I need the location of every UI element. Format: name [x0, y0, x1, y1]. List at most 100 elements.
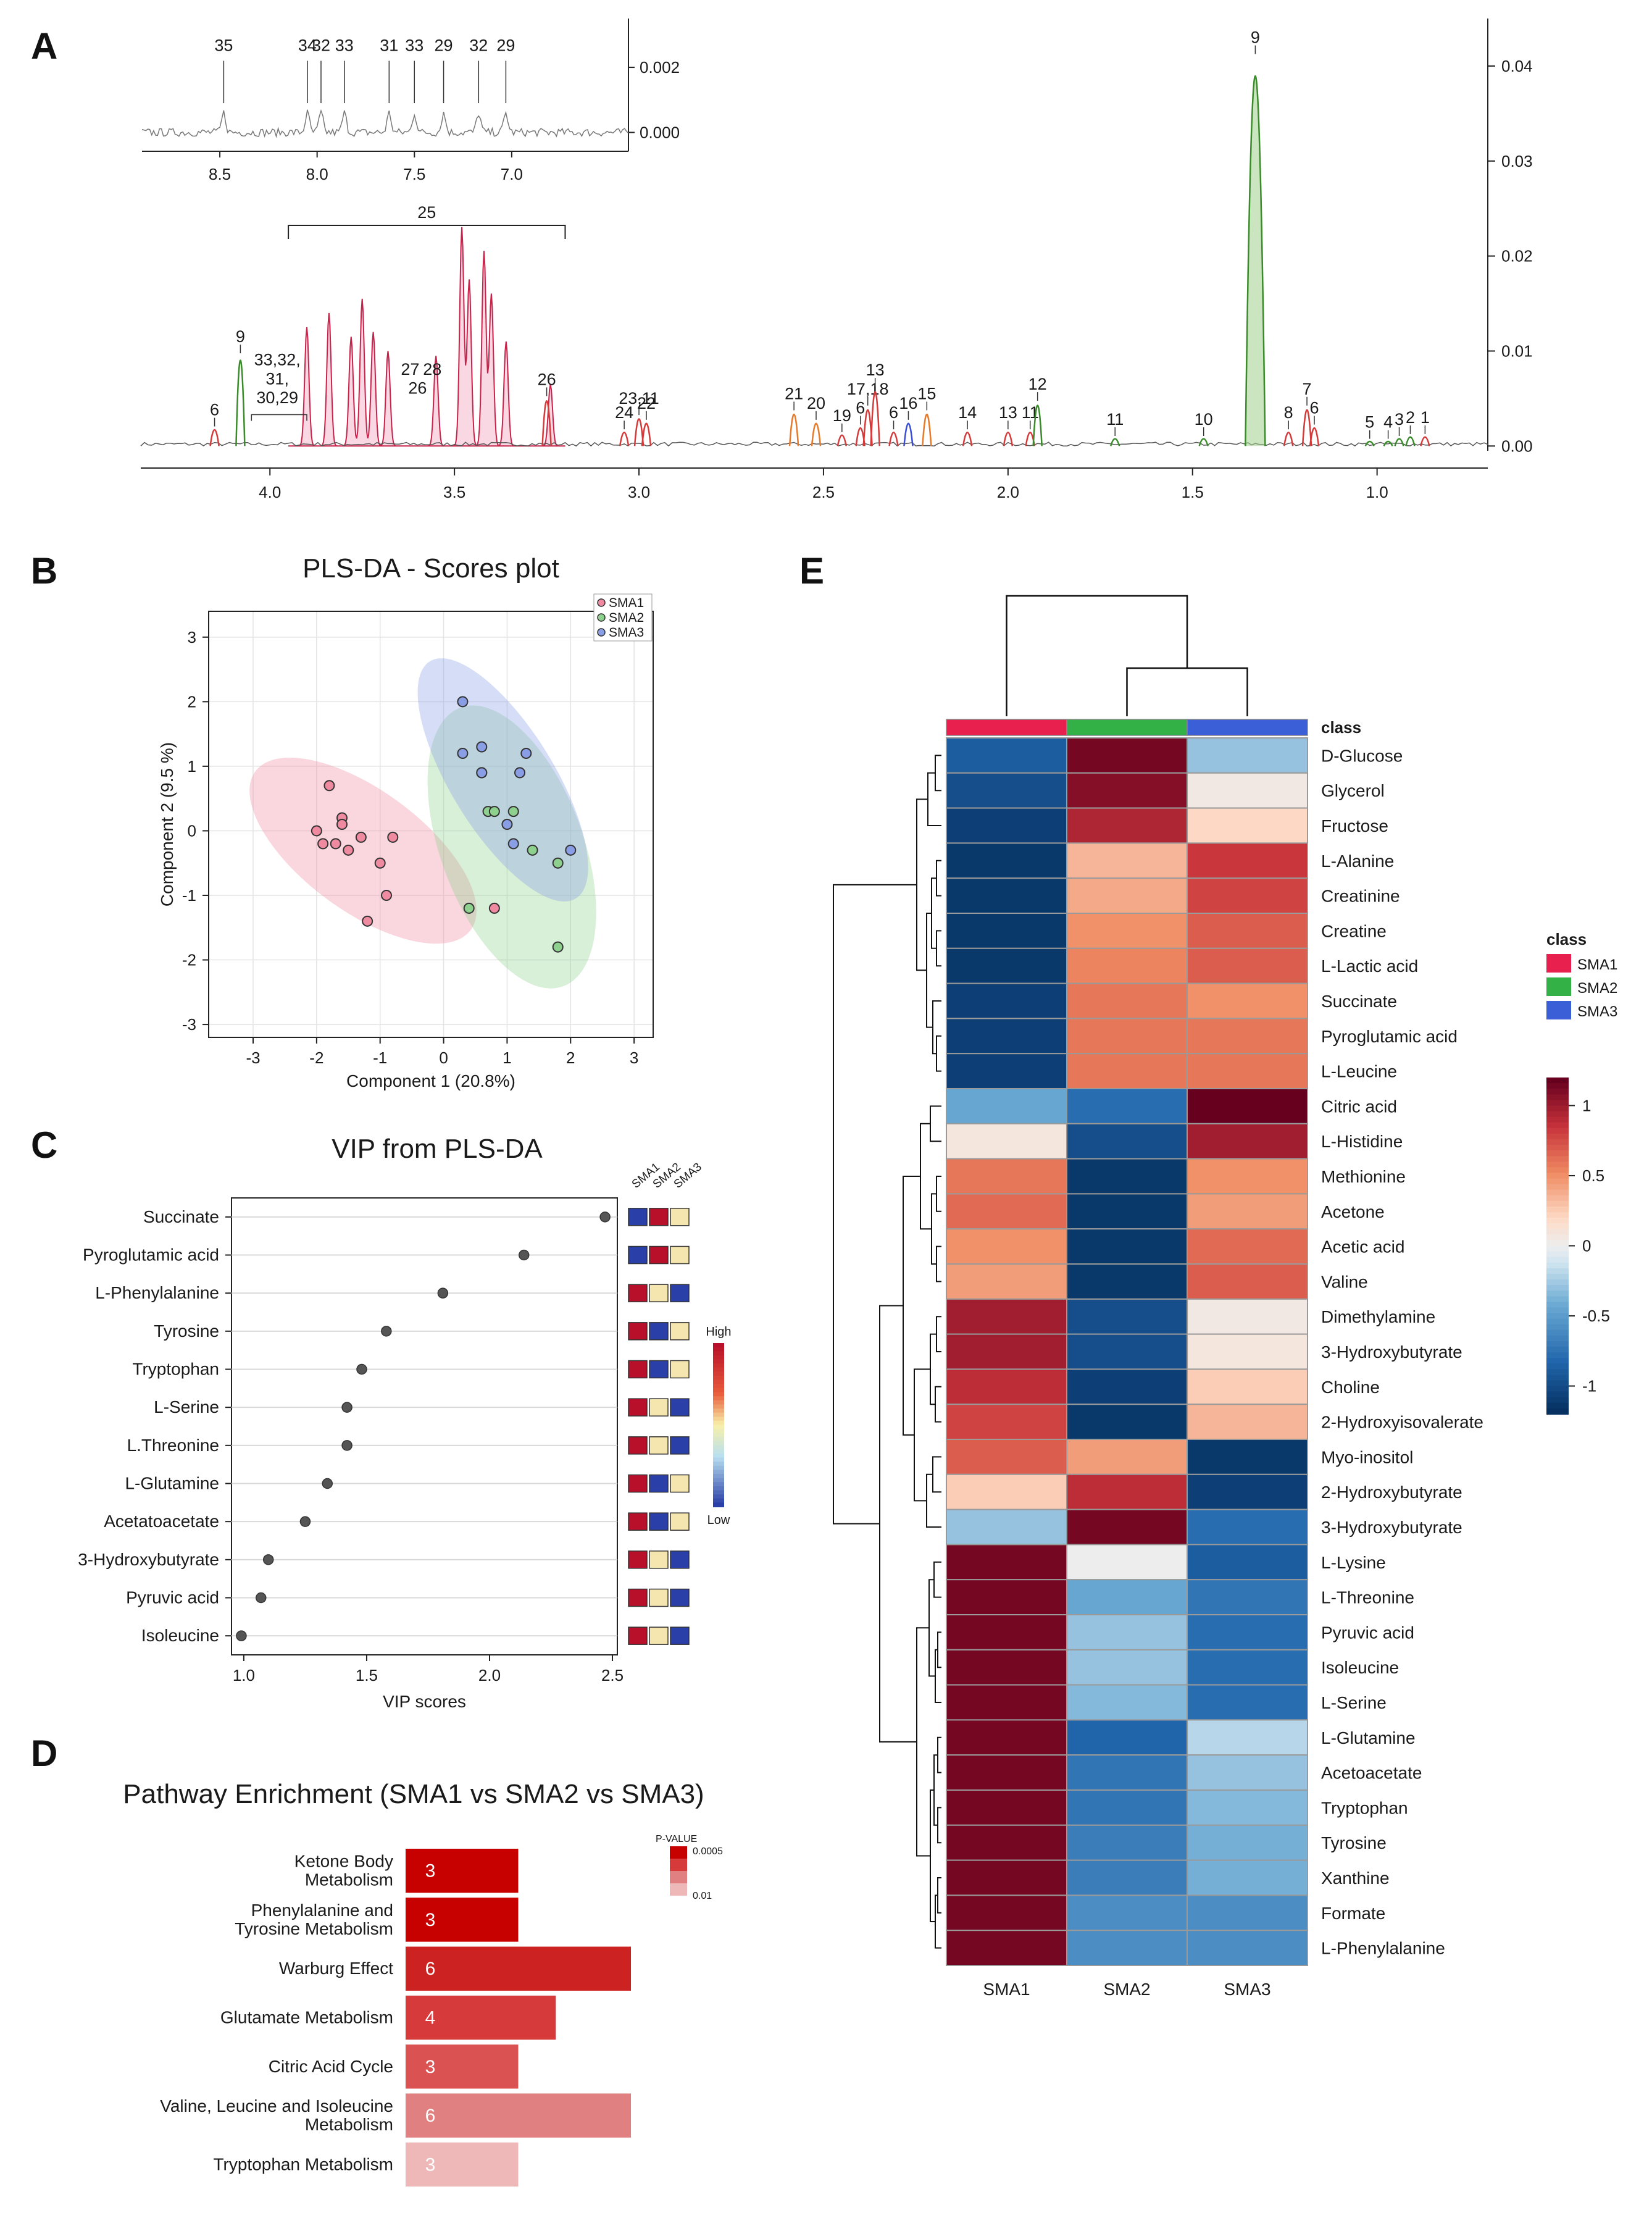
peak-label: 7 [1303, 380, 1312, 398]
heatmap-cell [1187, 1123, 1308, 1160]
peak-label: 9 [1251, 28, 1260, 47]
spectrum-peak [1301, 409, 1312, 446]
peak-label: 17,18 [847, 380, 889, 398]
gradient-step [713, 1396, 724, 1401]
y-tick-label: 0.03 [1501, 152, 1533, 170]
score-point-sma3 [501, 819, 513, 830]
spectrum-peak [619, 432, 630, 446]
metabolite-label: L-Serine [154, 1397, 219, 1417]
gradient-high-label: High [706, 1325, 731, 1339]
score-point-sma2 [552, 941, 564, 953]
y-tick-label: -3 [182, 1015, 196, 1034]
metabolite-label: L-Phenylalanine [95, 1283, 219, 1302]
colorbar-step [1546, 1078, 1569, 1084]
x-tick-label: -2 [309, 1048, 323, 1067]
group-level-cell [628, 1626, 648, 1645]
colorbar-step [1546, 1195, 1569, 1202]
gradient-step [713, 1400, 724, 1405]
spectrum-peak [788, 413, 799, 446]
score-point-sma3 [514, 767, 525, 779]
panel-label-e: E [799, 550, 824, 592]
row-label: L-Alanine [1321, 852, 1394, 871]
gradient-step [713, 1478, 724, 1483]
heatmap-cell [1066, 1088, 1188, 1124]
colorbar-step [1546, 1173, 1569, 1179]
heatmap-cell [946, 1228, 1067, 1265]
peak-label: 14 [958, 403, 977, 422]
heatmap-cell [1187, 1158, 1308, 1195]
region-25-label: 25 [417, 203, 436, 222]
heatmap-cell [1187, 1754, 1308, 1791]
heatmap-cell [1066, 1193, 1188, 1230]
score-point-sma1 [330, 838, 341, 850]
heatmap-cell [946, 842, 1067, 879]
pathway-bar [406, 1995, 556, 2040]
colorbar-step [1546, 1189, 1569, 1196]
heatmap-cell [1066, 1263, 1188, 1300]
spectrum-peak [1110, 438, 1120, 446]
metabolite-label: Succinate [143, 1207, 219, 1226]
heatmap-cell [1187, 1018, 1308, 1055]
colorbar-step [1546, 1128, 1569, 1134]
group-level-cell [649, 1208, 669, 1226]
peak-group-label: 28 [423, 360, 441, 379]
colorbar-step [1546, 1139, 1569, 1145]
colorbar-step [1546, 1397, 1569, 1404]
gradient-step [713, 1486, 724, 1491]
pathway-label: Metabolism [305, 1870, 393, 1889]
row-label: Dimethylamine [1321, 1307, 1435, 1326]
row-dendrogram-branch [833, 884, 917, 1525]
colorbar-step [1546, 1262, 1569, 1269]
colorbar-step [1546, 1307, 1569, 1314]
heatmap-cell [946, 982, 1067, 1019]
colorbar-step [1546, 1200, 1569, 1207]
nmr-spectrum-panel: 0.00 0.01 0.02 0.03 0.04 4.0 3.5 3.0 2.5 2.0 1.5 1.… [140, 19, 1533, 501]
colorbar-step [1546, 1206, 1569, 1213]
inset-peak-label: 29 [435, 36, 453, 55]
heatmap-cell [1187, 1684, 1308, 1721]
y-tick-label: 0.00 [1501, 437, 1533, 455]
group-level-cell [649, 1588, 669, 1607]
y-tick-label: 1 [188, 757, 196, 776]
spectrum-peak [209, 429, 220, 446]
score-point-sma1 [311, 825, 322, 837]
confidence-ellipse-sma1 [249, 758, 477, 944]
x-tick-label: -3 [246, 1048, 260, 1067]
gradient-step [713, 1462, 724, 1467]
row-label: L-Lysine [1321, 1553, 1386, 1572]
inset-x-tick-label: 8.0 [306, 165, 328, 183]
bar-value-label: 3 [425, 2154, 436, 2175]
inset-peak-label: 35 [214, 36, 233, 55]
heatmap-cell [946, 1473, 1067, 1510]
peak-label: 11 [1106, 410, 1124, 429]
pathway-bar [406, 2142, 519, 2187]
pvalue-legend-tick: 0.0005 [693, 1846, 723, 1857]
row-dendrogram-branch [937, 1736, 941, 1773]
colorbar-step [1546, 1291, 1569, 1297]
metabolite-label: L-Glutamine [125, 1474, 219, 1493]
pathway-bar [406, 1848, 519, 1893]
x-axis-label: VIP scores [383, 1692, 466, 1711]
group-level-cell [628, 1284, 648, 1302]
gradient-step [713, 1474, 724, 1479]
heatmap-cell [1187, 1053, 1308, 1089]
x-tick-label: 4.0 [259, 483, 281, 501]
gradient-step [713, 1502, 724, 1507]
gradient-step [713, 1420, 724, 1426]
x-tick-label: 2.5 [601, 1666, 624, 1684]
class-legend-label: SMA3 [1577, 1003, 1617, 1020]
score-point-sma1 [343, 844, 354, 856]
heatmap-panel: class D-Glucose Glycerol Fructose L-Alanine C… [833, 595, 1617, 1999]
metabolite-label: Acetatoacetate [104, 1512, 219, 1531]
row-label: Tryptophan [1321, 1798, 1408, 1817]
heatmap-cell [1187, 1333, 1308, 1370]
score-point-sma1 [323, 780, 335, 792]
heatmap-cell [1187, 913, 1308, 949]
heatmap-cell [946, 877, 1067, 914]
x-tick-label: 2.0 [478, 1666, 501, 1684]
group-level-cell [649, 1322, 669, 1341]
peak-label: 16 [899, 394, 917, 412]
group-level-cell [628, 1551, 648, 1569]
y-tick-label: 0.01 [1501, 341, 1533, 360]
spectrum-peak [1245, 75, 1266, 446]
